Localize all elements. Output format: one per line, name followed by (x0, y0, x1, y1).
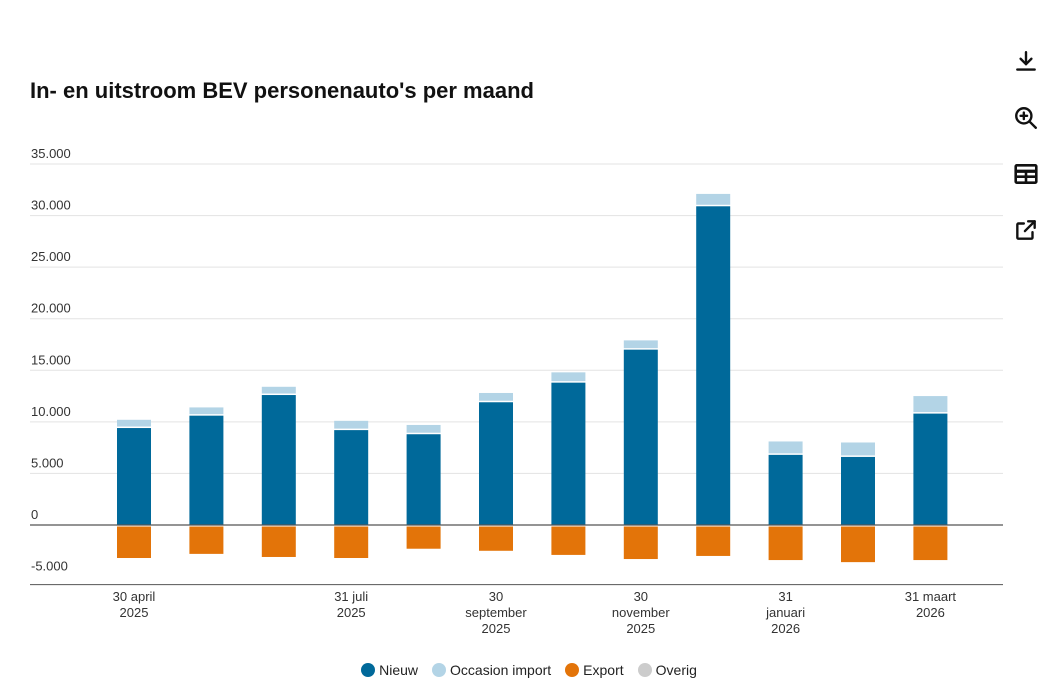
legend-swatch-export (565, 663, 580, 677)
y-tick-label: 25.000 (31, 249, 71, 264)
bar-nieuw (334, 430, 369, 525)
external-link-icon (1016, 220, 1036, 240)
y-tick-label: 35.000 (31, 146, 71, 161)
legend-label: Export (583, 662, 624, 678)
legend-label: Occasion import (450, 662, 552, 678)
bar-nieuw (189, 415, 224, 525)
bar-nieuw (117, 428, 151, 525)
x-tick-label: 30 september 2025 (465, 589, 527, 636)
bar-export (334, 526, 369, 559)
bar-export (696, 526, 731, 556)
bar-export (913, 526, 948, 561)
bar-export (261, 526, 296, 557)
bar-export (841, 526, 875, 563)
bar-occasion-import (623, 340, 658, 349)
bar-export (189, 526, 224, 554)
table-icon (1014, 164, 1038, 184)
legend-swatch-occasion-import (432, 663, 447, 677)
share-button[interactable] (1008, 212, 1044, 248)
bar-nieuw (768, 454, 803, 525)
bar-nieuw (696, 206, 731, 525)
bar-nieuw (406, 434, 441, 525)
chart-title: In- en uitstroom BEV personenauto's per … (30, 78, 534, 103)
bar-occasion-import (913, 396, 948, 413)
zoom-button[interactable] (1008, 100, 1044, 136)
bar-occasion-import (261, 386, 296, 394)
bar-chart: -5.000 0 5.000 10.000 15.000 20.000 25.000 30.0… (30, 146, 1003, 636)
y-tick-label: 0 (31, 507, 38, 522)
y-tick-label: 15.000 (31, 352, 71, 367)
bar-occasion-import (189, 407, 224, 415)
legend-label: Overig (655, 662, 697, 678)
bar-export (479, 526, 513, 551)
legend-label: Nieuw (379, 662, 419, 678)
y-tick-label: 10.000 (31, 404, 71, 419)
bar-occasion-import (696, 193, 731, 205)
x-tick-label: 31 maart 2026 (905, 589, 957, 620)
legend-swatch-nieuw (361, 663, 376, 677)
bar-export (551, 526, 586, 555)
bar-occasion-import (551, 372, 586, 382)
x-tick-label: 30 november 2025 (612, 589, 670, 636)
bar-export (623, 526, 658, 560)
bar-occasion-import (117, 419, 151, 427)
legend-item-occasion-import[interactable]: Occasion import (432, 662, 551, 678)
bar-occasion-import (841, 442, 875, 456)
download-button[interactable] (1008, 44, 1044, 80)
bar-nieuw (913, 413, 948, 525)
y-tick-label: 30.000 (31, 198, 71, 213)
legend-item-nieuw[interactable]: Nieuw (361, 662, 418, 678)
bar-nieuw (261, 395, 296, 525)
bar-nieuw (479, 402, 513, 525)
bar-occasion-import (406, 424, 441, 433)
zoom-in-icon (1015, 107, 1037, 129)
x-tick-label: 30 april 2025 (113, 589, 156, 620)
bar-nieuw (623, 349, 658, 525)
bar-export (117, 526, 151, 559)
x-tick-label: 31 juli 2025 (334, 589, 368, 620)
bar-export (768, 526, 803, 561)
legend-swatch-overig (637, 663, 652, 677)
table-view-button[interactable] (1008, 156, 1044, 192)
x-tick-label: 31 januari 2026 (765, 589, 805, 636)
chart-toolbar (1008, 44, 1044, 268)
legend-item-export[interactable]: Export (565, 662, 624, 678)
bar-occasion-import (334, 420, 369, 429)
bar-nieuw (841, 456, 875, 525)
download-icon (1016, 51, 1036, 71)
y-tick-label: 20.000 (31, 301, 71, 316)
bar-export (406, 526, 441, 549)
bar-occasion-import (479, 392, 513, 401)
y-tick-label: 5.000 (31, 455, 64, 470)
legend-item-overig[interactable]: Overig (637, 662, 697, 678)
y-tick-label: -5.000 (31, 559, 68, 574)
bar-occasion-import (768, 441, 803, 454)
bar-nieuw (551, 382, 586, 525)
chart-legend: Nieuw Occasion import Export Overig (0, 662, 1058, 678)
